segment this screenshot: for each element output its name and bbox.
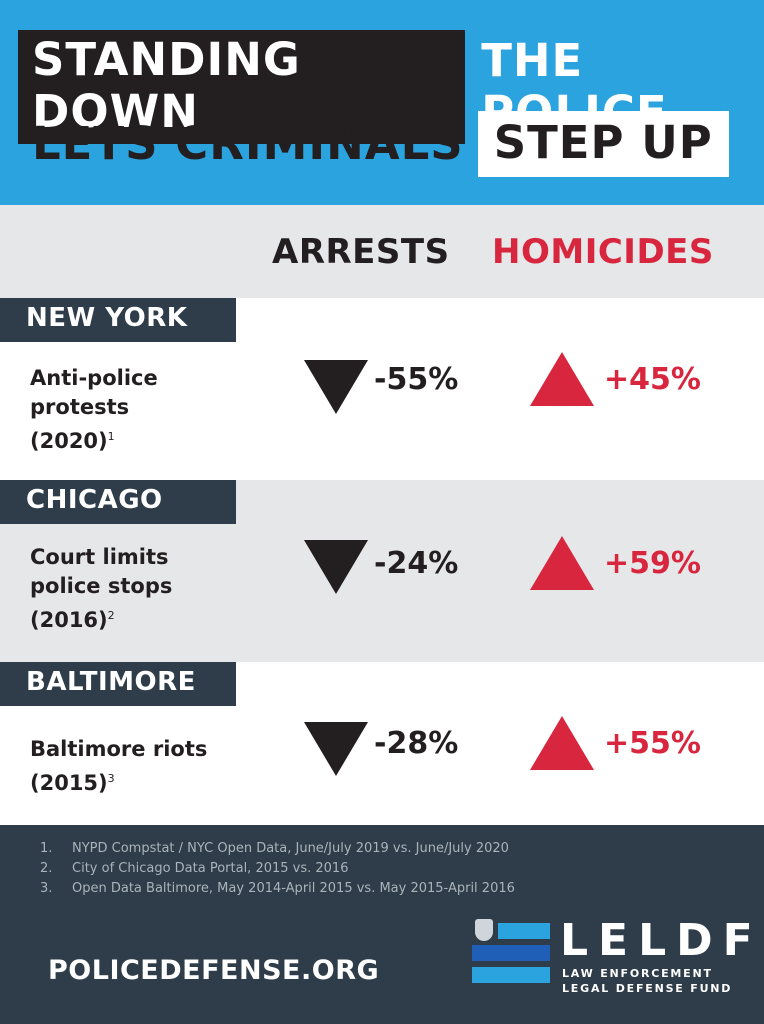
description-line: Baltimore riots bbox=[30, 737, 208, 761]
source-number: 1. bbox=[40, 841, 53, 856]
homicides-change-value: +59% bbox=[604, 546, 701, 581]
city-label: NEW YORK bbox=[0, 298, 236, 342]
source-number: 3. bbox=[40, 881, 53, 896]
column-headings-band bbox=[0, 205, 764, 298]
leldf-logo: LELDF LAW ENFORCEMENT LEGAL DEFENSE FUND bbox=[472, 917, 753, 997]
homicides-change-value: +55% bbox=[604, 726, 701, 761]
source-number: 2. bbox=[40, 861, 53, 876]
footnote-marker: 1 bbox=[107, 430, 115, 443]
logo-stripe bbox=[472, 945, 550, 961]
logo-stripe bbox=[498, 923, 550, 939]
footnote-marker: 2 bbox=[107, 609, 115, 622]
footnote-marker: 3 bbox=[107, 772, 115, 785]
description-line: Court limits bbox=[30, 545, 169, 569]
source-text: NYPD Compstat / NYC Open Data, June/July… bbox=[72, 841, 509, 856]
up-triangle-icon bbox=[530, 536, 594, 590]
source-item: 1. NYPD Compstat / NYC Open Data, June/Ju… bbox=[40, 839, 515, 859]
source-text: Open Data Baltimore, May 2014-April 2015… bbox=[72, 881, 515, 896]
section-new-york: NEW YORK Anti-police protests (2020)1 -5… bbox=[0, 298, 764, 480]
event-description: Court limits police stops (2016)2 bbox=[30, 543, 172, 635]
up-triangle-icon bbox=[530, 352, 594, 406]
up-triangle-icon bbox=[530, 716, 594, 770]
description-line: police stops bbox=[30, 574, 173, 598]
headline-text: LETS CRIMINALS bbox=[32, 117, 464, 170]
event-description: Anti-police protests (2020)1 bbox=[30, 364, 158, 456]
headline-boxed-text: STEP UP bbox=[477, 111, 729, 177]
description-line: (2015) bbox=[30, 771, 108, 795]
logo-subtitle: LAW ENFORCEMENT bbox=[562, 967, 713, 980]
footer: 1. NYPD Compstat / NYC Open Data, June/Ju… bbox=[0, 825, 764, 1024]
headline-line-2: LETS CRIMINALS STEP UP bbox=[18, 111, 729, 177]
city-label: BALTIMORE bbox=[0, 662, 236, 706]
city-label: CHICAGO bbox=[0, 480, 236, 524]
arrests-change-value: -28% bbox=[374, 726, 459, 761]
homicides-change-value: +45% bbox=[604, 362, 701, 397]
source-text: City of Chicago Data Portal, 2015 vs. 20… bbox=[72, 861, 349, 876]
source-item: 3. Open Data Baltimore, May 2014-April 20… bbox=[40, 879, 515, 899]
arrests-change-value: -55% bbox=[374, 362, 459, 397]
badge-icon bbox=[475, 919, 493, 941]
description-line: protests bbox=[30, 395, 130, 419]
down-triangle-icon bbox=[304, 722, 368, 776]
sources-list: 1. NYPD Compstat / NYC Open Data, June/Ju… bbox=[40, 839, 515, 899]
down-triangle-icon bbox=[304, 360, 368, 414]
logo-stripe bbox=[472, 967, 550, 983]
logo-subtitle: LEGAL DEFENSE FUND bbox=[562, 982, 733, 995]
arrests-column-heading: ARRESTS bbox=[272, 232, 450, 272]
source-item: 2. City of Chicago Data Portal, 2015 vs. … bbox=[40, 859, 515, 879]
homicides-column-heading: HOMICIDES bbox=[492, 232, 714, 272]
headline-boxed-text: STANDING DOWN bbox=[18, 30, 466, 144]
description-line: Anti-police bbox=[30, 366, 158, 390]
header-banner: STANDING DOWN THE POLICE LETS CRIMINALS … bbox=[0, 0, 764, 205]
section-baltimore: BALTIMORE Baltimore riots (2015)3 -28% +… bbox=[0, 662, 764, 825]
arrests-change-value: -24% bbox=[374, 546, 459, 581]
event-description: Baltimore riots (2015)3 bbox=[30, 735, 207, 798]
website-link[interactable]: POLICEDEFENSE.ORG bbox=[48, 955, 380, 986]
description-line: (2020) bbox=[30, 429, 108, 453]
section-chicago: CHICAGO Court limits police stops (2016)… bbox=[0, 480, 764, 662]
description-line: (2016) bbox=[30, 608, 108, 632]
down-triangle-icon bbox=[304, 540, 368, 594]
logo-title: LELDF bbox=[560, 915, 763, 966]
